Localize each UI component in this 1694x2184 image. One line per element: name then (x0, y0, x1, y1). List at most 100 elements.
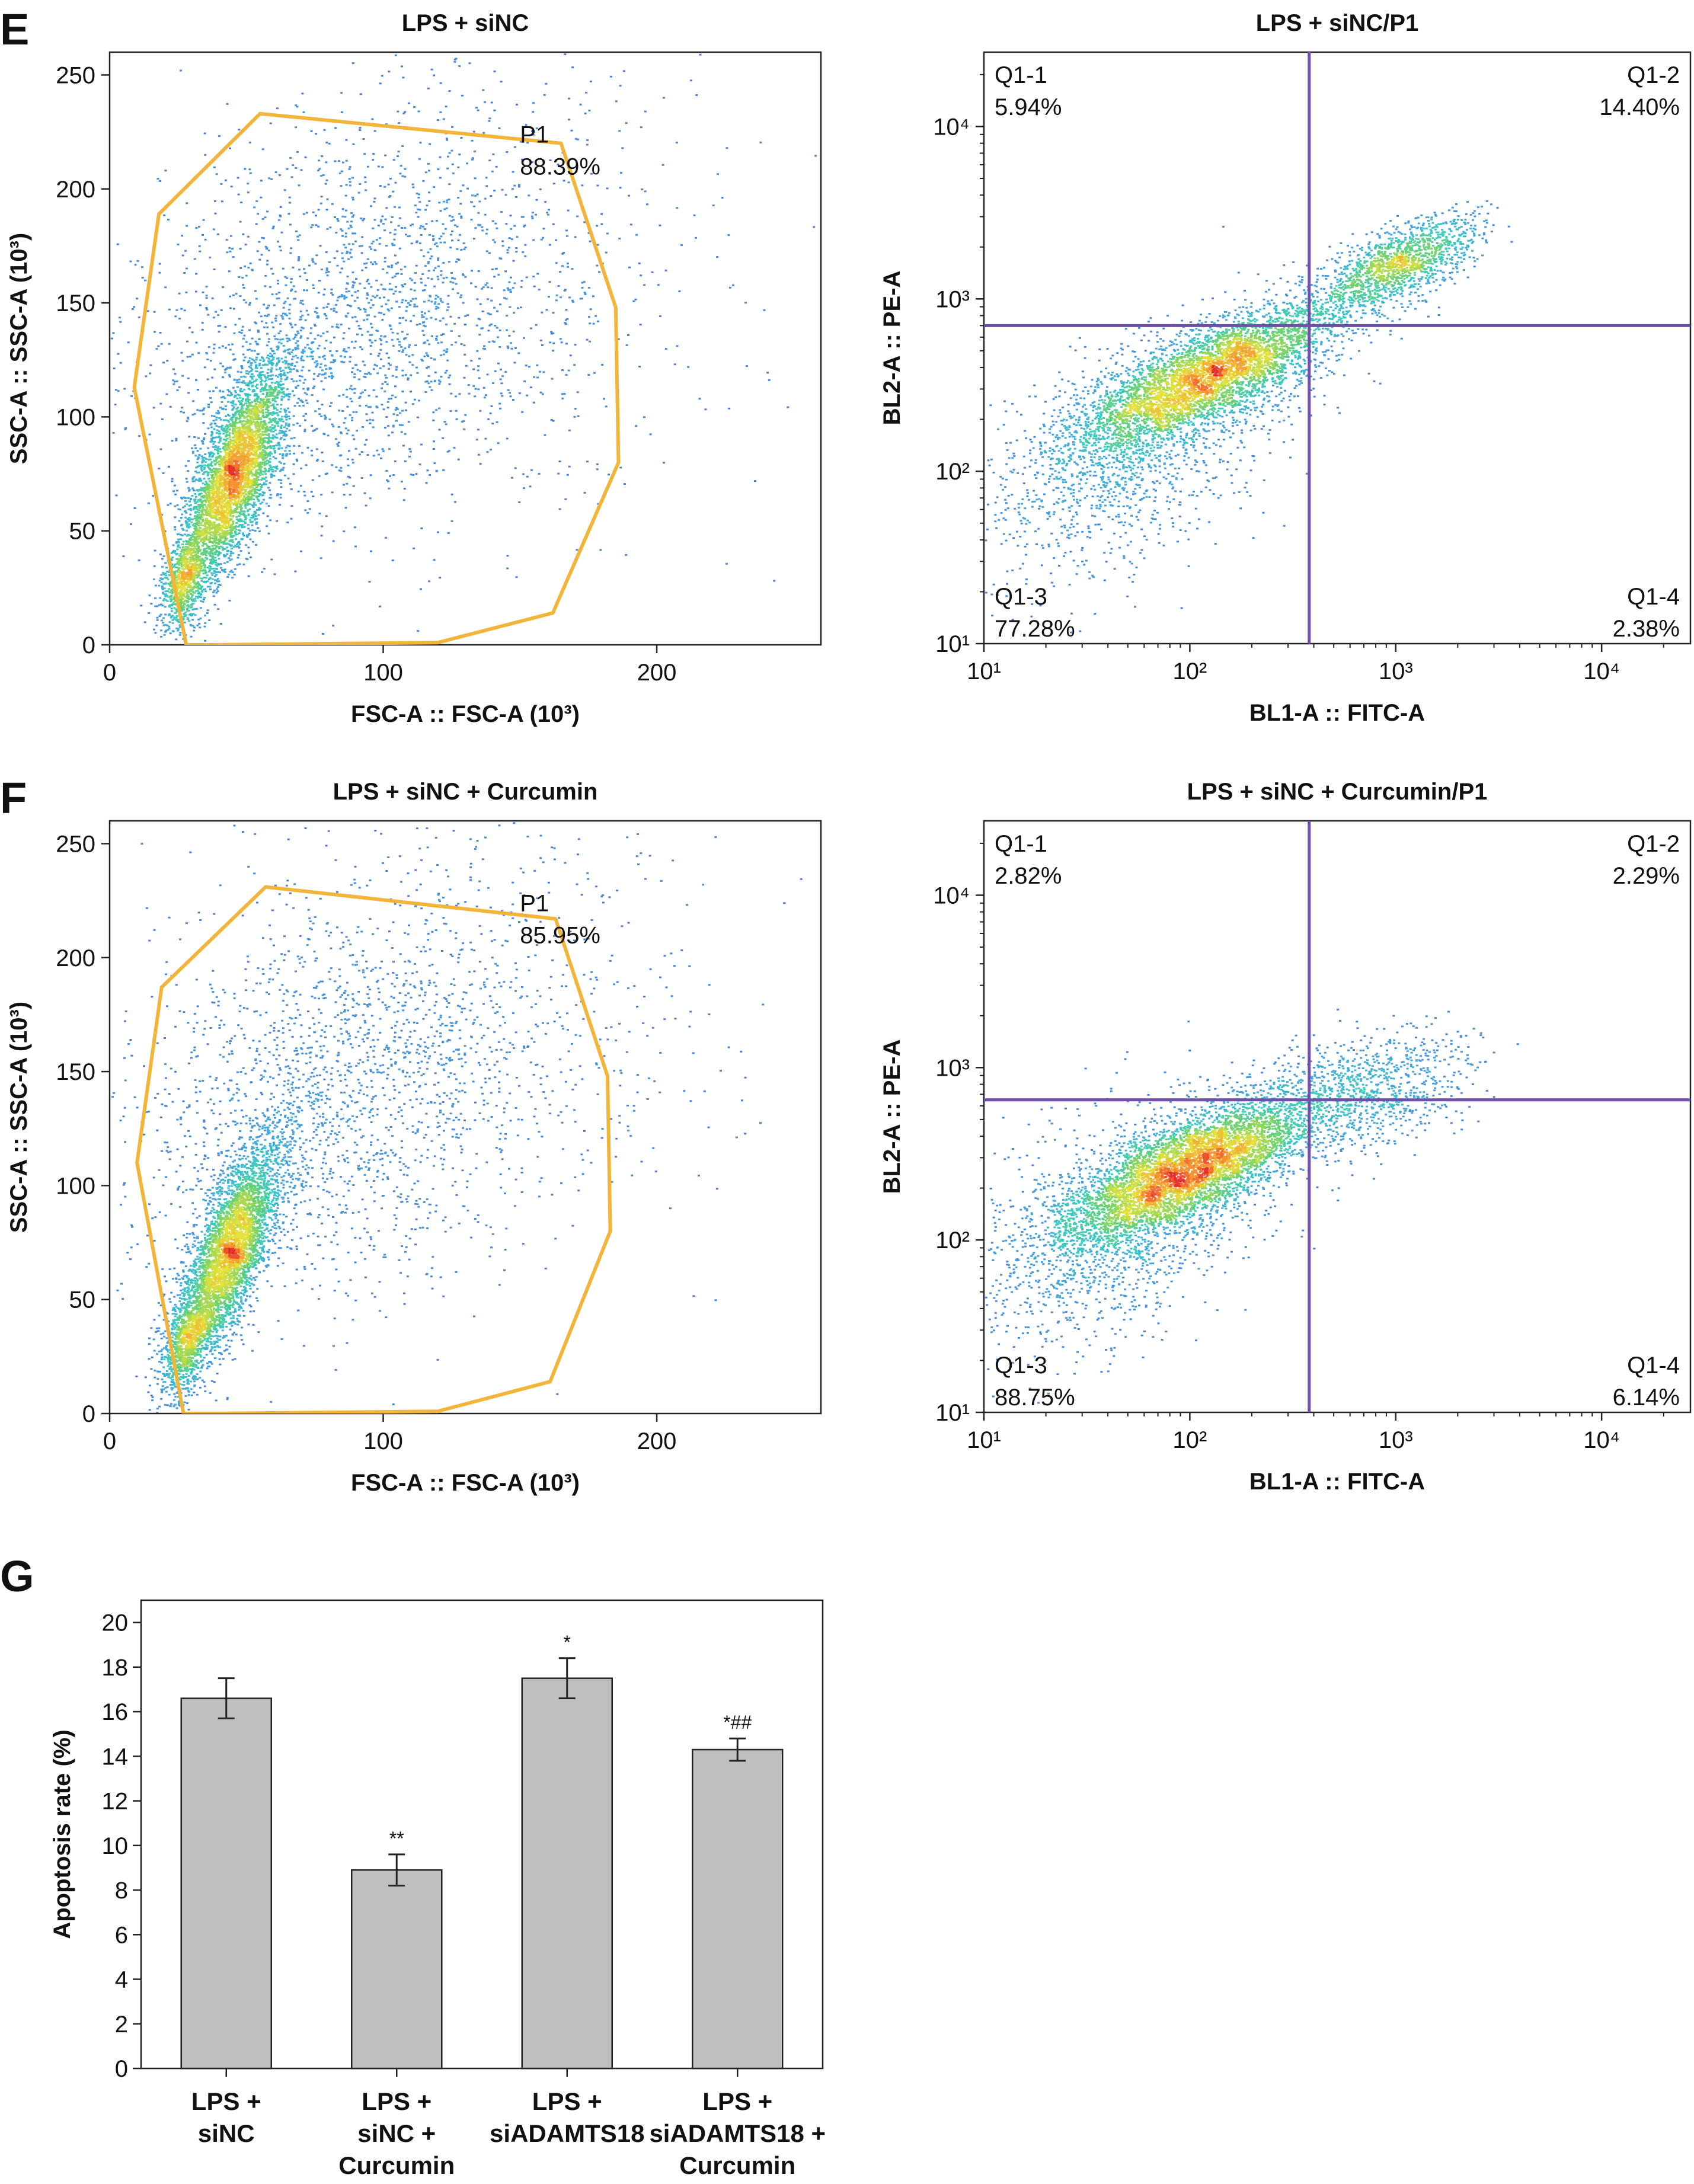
plot-3-density-band (171, 1181, 269, 1373)
plot-4-title: LPS + siNC + Curcumin/P1 (1187, 779, 1488, 805)
plot-5-y-tick-label: 20 (102, 1610, 129, 1636)
plot-5-y-tick-label: 18 (102, 1655, 129, 1681)
plot-5-y-tick-label: 14 (102, 1744, 129, 1770)
plot-4-density-band (1145, 1148, 1223, 1202)
plot-3-y-tick-label: 250 (56, 831, 95, 857)
plot-2-quadrant-name: Q1-1 (995, 62, 1047, 88)
plot-3-title: LPS + siNC + Curcumin (333, 779, 598, 805)
plot-5-y-tick-label: 12 (102, 1789, 129, 1815)
plot-1-y-tick-label: 50 (69, 519, 96, 545)
plot-5-y-tick-label: 0 (115, 2056, 128, 2082)
plot-3-y-tick-label: 150 (56, 1059, 95, 1085)
plot-4-y-axis-title: BL2-A :: PE-A (879, 1040, 905, 1194)
plot-2-x-tick-label: 10² (1172, 658, 1207, 685)
plot-1-density-band (167, 386, 277, 609)
plot-5-y-tick-label: 8 (115, 1878, 128, 1904)
plot-1-x-tick-label: 0 (103, 660, 116, 686)
plot-1-y-axis-title: SSC-A :: SSC-A (10³) (6, 233, 32, 464)
plot-4-x-tick-label: 10³ (1379, 1427, 1413, 1453)
plot-5-y-tick-label: 10 (102, 1833, 129, 1859)
plot-2-density-band (1121, 252, 1423, 429)
plot-5-bar (180, 1697, 272, 2070)
plot-4-x-tick-label: 10⁴ (1583, 1427, 1620, 1453)
plot-5-bar (692, 1748, 784, 2070)
plot-4-density-band (1099, 1115, 1285, 1230)
plot-4-quadrant-name: Q1-1 (995, 831, 1047, 857)
plot-4: 10¹ 10² 10³ 10⁴ 10¹ 10² 10³ 10⁴ LPS + siNC + Cur… (879, 779, 1692, 1495)
plot-2-quadrant-percent: 5.94% (995, 94, 1062, 120)
plot-3-gate-percent: 85.95% (520, 923, 600, 949)
plot-4-density-band (1140, 1148, 1228, 1197)
plot-3-y-tick-label: 100 (56, 1173, 95, 1199)
plot-5-category-label: LPS + siNC + Curcumin (338, 2087, 455, 2179)
plot-2-density-band (1056, 223, 1470, 490)
plot-2-quadrant-name: Q1-4 (1627, 584, 1680, 610)
plot-4-x-tick-label: 10² (1172, 1427, 1207, 1453)
plot-1-title: LPS + siNC (402, 10, 529, 36)
plot-2-quadrant-percent: 2.38% (1613, 616, 1680, 642)
plot-4-quadrant-name: Q1-3 (995, 1352, 1047, 1379)
plot-3-y-axis-title: SSC-A :: SSC-A (10³) (6, 1002, 32, 1233)
plot-2-density-band (1000, 215, 1488, 580)
plot-5-y-tick-label: 16 (102, 1699, 129, 1725)
plot-1-density-band (154, 194, 587, 636)
plot-1-y-tick-label: 150 (56, 290, 95, 316)
plot-2-quadrant-percent: 14.40% (1599, 94, 1680, 120)
plot-4-density-band (992, 1021, 1475, 1373)
plot-5-bar (351, 1869, 443, 2070)
plot-2-title: LPS + siNC/P1 (1256, 10, 1419, 36)
plot-1-density-band (171, 413, 264, 599)
plot-4-density-band (1084, 1110, 1307, 1245)
plot-4-quadrant-percent: 2.82% (995, 863, 1062, 889)
plot-2-quadrant-name: Q1-3 (995, 584, 1047, 610)
plot-3-density-band (177, 1191, 254, 1363)
plot-5-significance-mark: ** (389, 1828, 404, 1849)
plot-5-y-tick-label: 4 (115, 1967, 128, 1993)
plot-5-significance-mark: *## (723, 1712, 752, 1733)
plot-3-x-tick-label: 0 (103, 1428, 116, 1454)
plot-3-gate-outline (135, 885, 612, 1414)
panel-letter-g: G (0, 1552, 34, 1601)
panel-letter-e: E (0, 5, 29, 54)
plot-4-quadrant-name: Q1-2 (1627, 831, 1680, 857)
plot-4-quadrant-percent: 6.14% (1613, 1384, 1680, 1411)
plot-3-gate-name: P1 (520, 891, 549, 917)
plot-1-density-band (228, 465, 235, 476)
plot-3-frame (108, 820, 822, 1415)
plot-4-x-tick-label: 10¹ (967, 1427, 1001, 1453)
plot-1-gate-name: P1 (520, 122, 549, 148)
plot-2-density-band (1183, 346, 1257, 394)
plot-1-gate-percent: 88.39% (520, 154, 600, 180)
plot-1-y-tick-label: 250 (56, 62, 95, 88)
plot-3-y-tick-label: 200 (56, 945, 95, 971)
plot-2-quadrant-percent: 77.28% (995, 616, 1075, 642)
plot-2-events (985, 200, 1513, 634)
plot-4-density-band (1169, 1167, 1209, 1188)
plot-3-events (111, 822, 803, 1414)
plot-1-x-axis-title: FSC-A :: FSC-A (10³) (351, 701, 580, 727)
plot-4-density-band (1117, 1129, 1257, 1216)
plot-2-x-tick-label: 10³ (1379, 658, 1413, 685)
plot-4-y-tick-label: 10² (935, 1227, 970, 1254)
plot-2-density-band (1193, 379, 1209, 391)
plot-1-density-band (168, 389, 277, 594)
plot-5-y-tick-label: 2 (115, 2012, 128, 2038)
plot-2-density-band (1108, 242, 1437, 433)
plot-5-bar (521, 1677, 613, 2070)
plot-5-category-label: LPS + siADAMTS18 (490, 2087, 644, 2147)
plot-4-y-tick-label: 10¹ (935, 1400, 970, 1426)
plot-4-density-band (1056, 1101, 1323, 1243)
plot-4-y-tick-label: 10⁴ (933, 882, 970, 909)
plot-3: 0 100 200 0 50 100 150 200 250 LPS + siNC + Curcu… (6, 779, 822, 1496)
plot-2-density-band (1212, 365, 1219, 376)
plot-2-y-axis-title: BL2-A :: PE-A (879, 271, 905, 426)
plot-5: 0 2 4 6 8 10 12 14 16 18 20 Apoptosis rate (%) LPS +… (49, 1599, 826, 2179)
plot-4-density-band (1107, 1127, 1261, 1225)
plot-5-category-label: LPS + siNC (191, 2087, 261, 2147)
plot-1-frame (108, 51, 822, 646)
plot-2: 10¹ 10² 10³ 10⁴ 10¹ 10² 10³ 10⁴ LPS + siNC/P1 BL1… (879, 10, 1692, 726)
plot-1-events (110, 53, 817, 645)
plot-1-density-band (224, 461, 240, 494)
